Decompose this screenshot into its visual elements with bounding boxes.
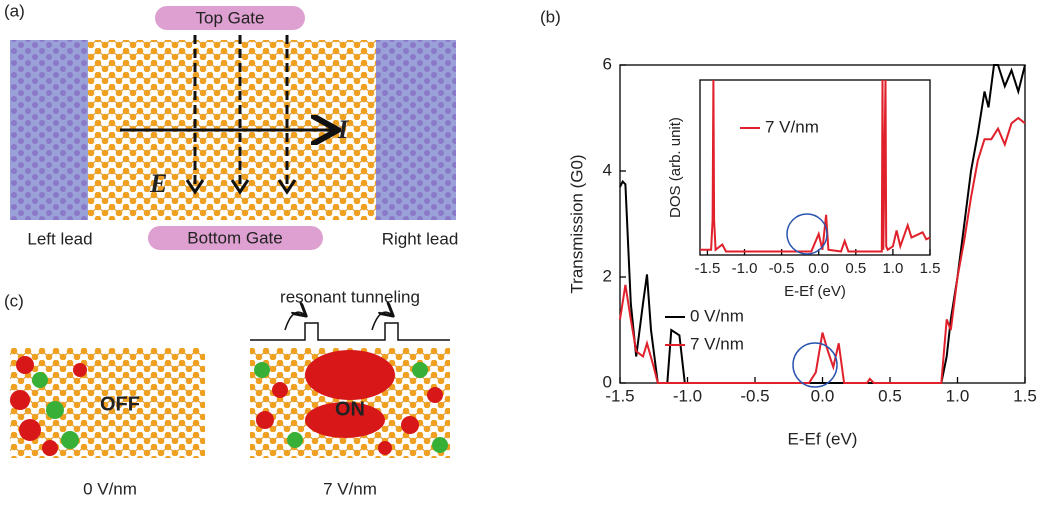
- y-tick-label: 4: [603, 160, 612, 179]
- top-gate: [155, 6, 305, 30]
- x-tick-label: -1.0: [732, 260, 758, 277]
- x-tick-label: -1.0: [673, 386, 702, 405]
- x-tick-label: 1.0: [882, 260, 903, 277]
- x-tick-label: 0.5: [845, 260, 866, 277]
- field-label: E: [149, 169, 167, 198]
- gate-label: Bottom Gate: [187, 228, 282, 247]
- series-line: [700, 79, 931, 253]
- x-tick-label: 1.5: [1013, 386, 1037, 405]
- legend-label: 7 V/nm: [765, 117, 819, 136]
- lead-label: Right lead: [382, 229, 459, 248]
- field-value-label: 7 V/nm: [323, 479, 377, 498]
- x-tick-label: 0.0: [811, 386, 835, 405]
- series-line: [619, 64, 1026, 384]
- current-label: I: [337, 115, 349, 144]
- state-label: OFF: [100, 393, 140, 415]
- y-axis-label: Transmission (G0): [567, 154, 586, 293]
- mechanism-label: resonant tunneling: [280, 287, 420, 306]
- x-tick-label: -0.5: [740, 386, 769, 405]
- x-tick-label: 1.0: [946, 386, 970, 405]
- panel-b: -1.5 -1.0 -0.5 0.0 0.5 1.0 1.5 0 2 4 6 E-Ef (eV) Tra…: [567, 54, 1036, 448]
- y-tick-label: 2: [603, 266, 612, 285]
- y-axis-label: DOS (arb. unit): [667, 117, 684, 218]
- x-tick-label: 0.0: [808, 260, 829, 277]
- tunnel-arrow: [284, 312, 305, 331]
- panel-c: (c) resonant tunneling OFF ON 0 V/nm 7 V…: [4, 287, 450, 498]
- highlight-circle: [792, 342, 838, 388]
- left-lead: [10, 40, 88, 220]
- panel-a: (a) Top Gate I E Bottom Gate Left lead R…: [4, 1, 458, 250]
- x-tick-label: 0.5: [878, 386, 902, 405]
- y-tick-label: 0: [603, 372, 612, 391]
- series-line: [619, 116, 1026, 384]
- field-lines: [193, 35, 289, 185]
- barrier-sketch: [250, 322, 450, 341]
- x-tick-label: -0.5: [769, 260, 795, 277]
- y-tick-label: 6: [603, 54, 612, 73]
- state-label: ON: [335, 398, 365, 420]
- highlight-circle: [786, 213, 828, 255]
- off-state-image: [10, 348, 205, 458]
- legend-label: 0 V/nm: [690, 306, 744, 325]
- x-axis-label: E-Ef (eV): [784, 283, 846, 300]
- x-tick-label: 1.5: [920, 260, 941, 277]
- wavefunction-blobs: [10, 356, 87, 456]
- tunnel-arrow: [371, 312, 392, 331]
- legend-label: 7 V/nm: [690, 334, 744, 353]
- x-tick-label: -1.5: [605, 386, 634, 405]
- lead-label: Left lead: [27, 229, 92, 248]
- bottom-gate: [148, 226, 323, 250]
- x-axis-label: E-Ef (eV): [788, 429, 858, 448]
- panel-label: (c): [4, 291, 24, 310]
- panel-label: (a): [4, 1, 25, 20]
- gate-label: Top Gate: [196, 8, 265, 27]
- x-tick-label: -1.5: [694, 260, 720, 277]
- right-lead: [376, 40, 456, 220]
- panel-label: (b): [540, 7, 561, 26]
- field-arrows: [185, 179, 297, 195]
- field-value-label: 0 V/nm: [83, 479, 137, 498]
- plot-frame: [699, 79, 931, 256]
- wavefunction-blobs: [254, 350, 448, 455]
